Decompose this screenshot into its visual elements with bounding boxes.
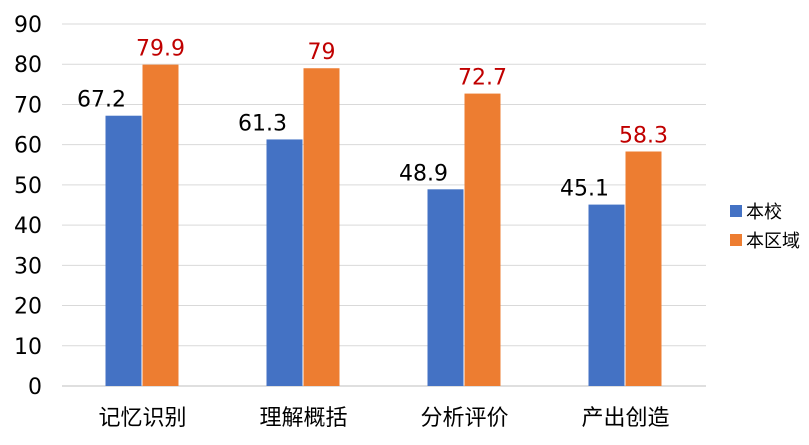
x-tick-label: 分析评价: [420, 406, 508, 431]
data-label: 58.3: [619, 124, 668, 149]
y-tick-label: 50: [14, 174, 42, 199]
legend-swatch: [730, 234, 742, 246]
y-tick-label: 10: [14, 335, 42, 360]
y-tick-label: 30: [14, 254, 42, 279]
bar-region-1: [142, 64, 179, 386]
y-tick-label: 40: [14, 214, 42, 239]
bar-school-3: [427, 189, 464, 386]
bar-school-1: [105, 115, 142, 386]
x-tick-label: 理解概括: [259, 406, 347, 431]
bar-school-2: [266, 139, 303, 386]
bars: [105, 64, 662, 386]
x-axis-tick-labels: 记忆识别 理解概括 分析评价 产出创造: [98, 406, 669, 431]
data-label: 79.9: [136, 37, 185, 62]
legend-swatch: [730, 205, 742, 217]
x-tick-label: 产出创造: [581, 406, 669, 431]
y-tick-label: 60: [14, 134, 42, 159]
data-labels: 67.2 79.9 61.3 79 48.9 72.7 45.1 58.3: [77, 37, 668, 202]
y-tick-label: 70: [14, 93, 42, 118]
bar-region-2: [303, 68, 340, 386]
data-label: 45.1: [560, 177, 609, 202]
y-tick-label: 0: [28, 375, 42, 400]
legend-label: 本校: [746, 202, 782, 223]
bar-school-4: [588, 204, 625, 386]
bar-region-3: [464, 93, 501, 386]
data-label: 79: [308, 40, 336, 65]
data-label: 67.2: [77, 88, 126, 113]
data-label: 48.9: [399, 161, 448, 186]
data-label: 61.3: [238, 111, 287, 136]
data-label: 72.7: [458, 66, 507, 91]
y-tick-label: 20: [14, 295, 42, 320]
bar-region-4: [625, 151, 662, 386]
y-axis-tick-labels: 0 10 20 30 40 50 60 70 80 90: [14, 13, 42, 400]
y-tick-label: 80: [14, 53, 42, 78]
x-tick-label: 记忆识别: [98, 406, 186, 431]
legend-label: 本区域: [746, 231, 800, 252]
y-tick-label: 90: [14, 13, 42, 38]
